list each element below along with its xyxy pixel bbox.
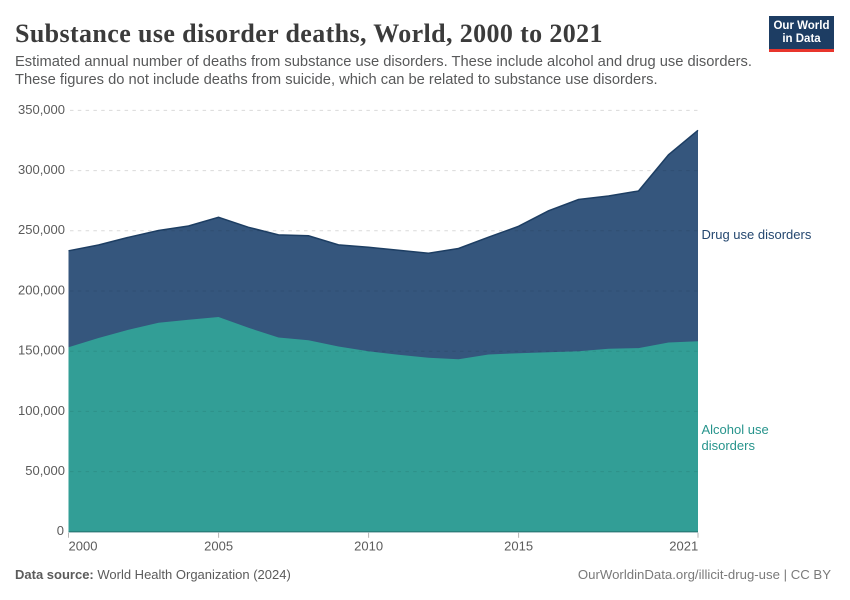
svg-text:2015: 2015 bbox=[504, 539, 533, 554]
svg-text:2021: 2021 bbox=[669, 539, 698, 554]
svg-text:150,000: 150,000 bbox=[18, 343, 65, 358]
svg-text:2010: 2010 bbox=[354, 539, 383, 554]
svg-text:100,000: 100,000 bbox=[18, 403, 65, 418]
svg-text:300,000: 300,000 bbox=[18, 162, 65, 177]
svg-text:Alcohol use: Alcohol use bbox=[702, 422, 769, 437]
svg-text:2000: 2000 bbox=[69, 539, 98, 554]
svg-text:0: 0 bbox=[57, 523, 64, 538]
svg-text:disorders: disorders bbox=[702, 438, 756, 453]
svg-text:200,000: 200,000 bbox=[18, 282, 65, 297]
svg-text:2005: 2005 bbox=[204, 539, 233, 554]
svg-text:250,000: 250,000 bbox=[18, 222, 65, 237]
svg-text:50,000: 50,000 bbox=[25, 463, 65, 478]
svg-text:350,000: 350,000 bbox=[18, 102, 65, 117]
svg-text:Drug use disorders: Drug use disorders bbox=[702, 227, 812, 242]
